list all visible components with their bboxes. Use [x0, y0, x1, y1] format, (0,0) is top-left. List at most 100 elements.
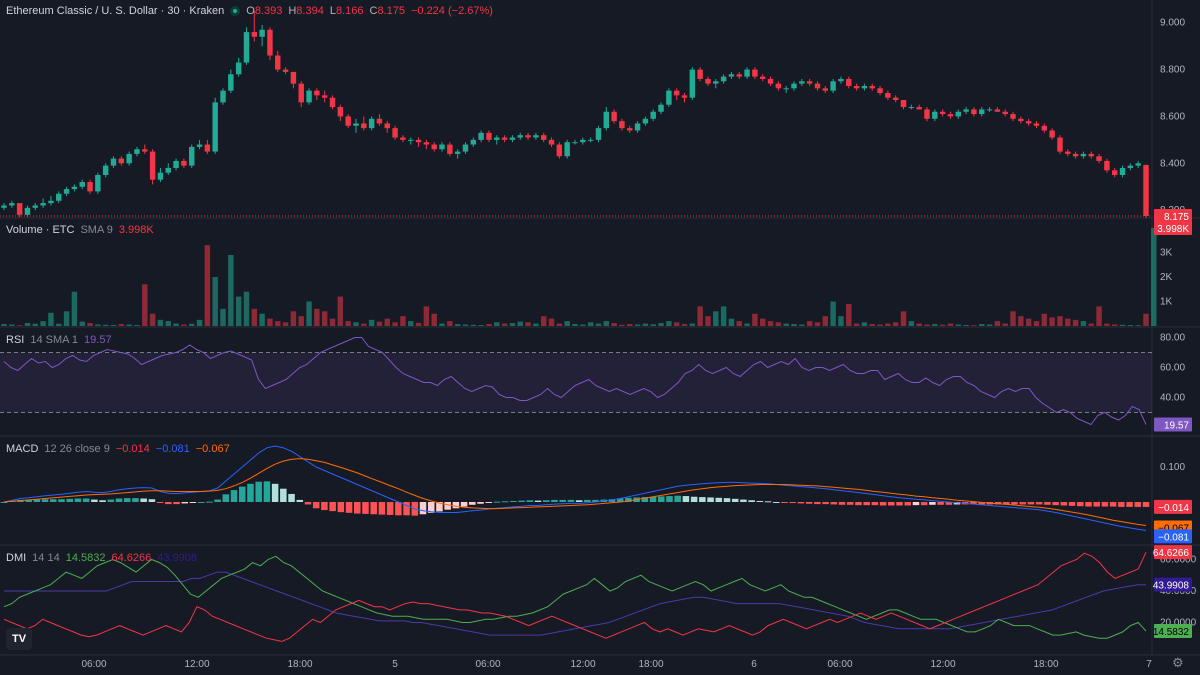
candle	[752, 69, 758, 77]
price-tick-label: 8.600	[1160, 111, 1185, 122]
macd-histogram-bar	[542, 500, 550, 502]
candle	[298, 83, 304, 103]
macd-signal-line	[3, 458, 1147, 526]
gear-icon[interactable]: ⚙	[1172, 655, 1184, 670]
candle	[947, 114, 954, 117]
macd-histogram-bar	[822, 502, 829, 505]
candle	[95, 175, 101, 192]
macd-histogram-bar	[337, 502, 345, 513]
candle	[259, 29, 265, 37]
candle	[760, 76, 766, 79]
candle	[204, 144, 211, 152]
macd-histogram-bar	[797, 502, 805, 504]
macd-title[interactable]: MACD	[6, 443, 39, 455]
time-axis-label: 5	[392, 659, 398, 670]
volume-bar	[932, 324, 938, 326]
candle	[1041, 125, 1048, 131]
candle	[853, 85, 860, 89]
macd-histogram-bar	[838, 502, 846, 505]
volume-bar	[1072, 319, 1079, 326]
volume-bar	[400, 316, 406, 326]
volume-bar	[540, 316, 547, 326]
macd-histogram-bar	[189, 502, 197, 503]
volume-bar	[587, 322, 594, 326]
dmi-adx-value: 43.9908	[157, 552, 197, 564]
tradingview-logo-icon[interactable]: TV	[6, 628, 32, 650]
macd-histogram-bar	[953, 502, 961, 505]
candle	[408, 139, 414, 141]
close-label: C	[369, 5, 378, 17]
volume-last-label-bg	[1154, 221, 1192, 236]
candle	[971, 109, 977, 115]
time-axis-label: 18:00	[287, 659, 312, 670]
rsi-value: 19.57	[84, 334, 112, 346]
volume-bar	[118, 324, 125, 326]
volume-bar	[454, 324, 461, 326]
macd-histogram-bar	[879, 502, 887, 506]
volume-bar	[40, 321, 46, 326]
macd-histogram-bar	[386, 502, 394, 515]
macd-histogram-bar	[789, 502, 796, 504]
volume-bar	[267, 318, 273, 326]
volume-bar	[9, 324, 15, 326]
candle	[1002, 111, 1008, 115]
macd-histogram-bar	[230, 490, 238, 502]
volume-title[interactable]: Volume · ETC	[6, 224, 75, 236]
macd-histogram-bar	[1011, 502, 1018, 505]
volume-bar	[110, 325, 117, 326]
macd-histogram-bar	[66, 498, 73, 502]
candle	[830, 81, 836, 91]
macd-histogram-bar	[830, 502, 838, 505]
volume-bar	[423, 306, 430, 326]
dmi-title[interactable]: DMI	[6, 552, 27, 564]
volume-bar	[814, 322, 821, 326]
candle	[728, 74, 735, 77]
candle	[744, 69, 750, 77]
volume-bar	[142, 284, 148, 326]
dmi-params: 14 14	[32, 552, 60, 564]
macd-histogram-bar	[1060, 502, 1068, 506]
candle	[720, 76, 727, 82]
volume-bar	[345, 321, 351, 326]
volume-bar	[439, 323, 445, 326]
rsi-last-label-bg	[1154, 417, 1192, 432]
macd-histogram-bar	[1134, 502, 1142, 507]
candle	[924, 109, 930, 119]
candle	[1049, 130, 1055, 138]
rsi-title[interactable]: RSI	[6, 334, 25, 346]
candle	[540, 135, 547, 140]
candle	[861, 85, 868, 89]
macd-histogram-bar	[1142, 502, 1150, 507]
macd-histogram-bar	[436, 502, 443, 512]
volume-bar	[822, 316, 829, 326]
macd-histogram-bar	[263, 481, 271, 502]
symbol-title[interactable]: Ethereum Classic / U. S. Dollar · 30 · K…	[6, 5, 225, 17]
macd-histogram-bar	[731, 498, 739, 502]
candle	[814, 83, 821, 89]
candle	[658, 104, 664, 112]
candle	[321, 95, 328, 98]
volume-bar	[908, 321, 915, 326]
candle	[1127, 165, 1134, 168]
candle	[71, 186, 78, 190]
macd-histogram-bar	[427, 502, 435, 513]
candle	[275, 55, 281, 70]
volume-bar	[611, 323, 617, 326]
volume-bar	[1018, 316, 1024, 326]
macd-histogram-bar	[518, 500, 525, 502]
macd-histogram-bar	[1044, 502, 1051, 505]
volume-bar	[1057, 316, 1063, 326]
macd-histogram-bar	[863, 502, 870, 506]
macd-histogram-bar	[1093, 502, 1100, 507]
candle	[454, 151, 461, 154]
volume-bar	[56, 323, 62, 326]
volume-bar	[666, 321, 672, 326]
time-axis-label: 18:00	[638, 659, 663, 670]
volume-bar	[376, 321, 383, 326]
candle	[955, 111, 961, 117]
candle	[110, 158, 117, 166]
volume-bar	[220, 308, 226, 326]
macd-histogram-bar	[896, 502, 903, 506]
macd-histogram-bar	[395, 502, 402, 516]
